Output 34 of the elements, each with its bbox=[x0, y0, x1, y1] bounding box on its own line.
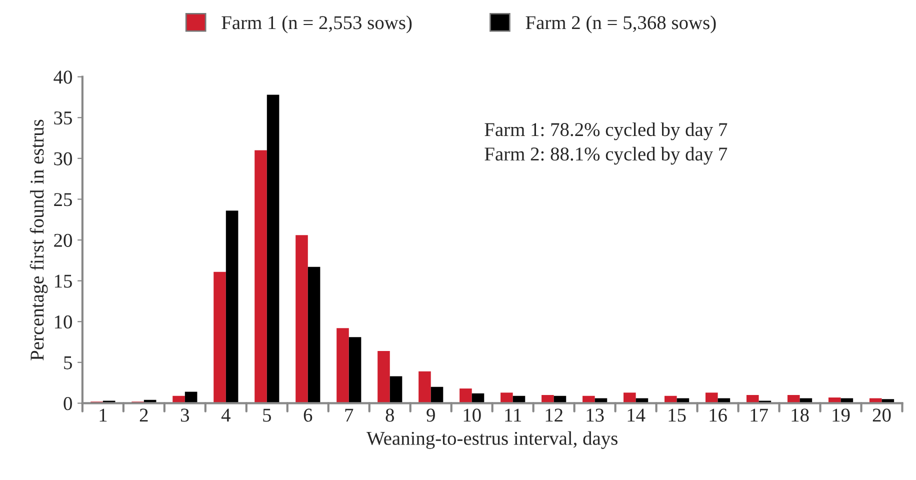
x-tick-label: 18 bbox=[792, 408, 809, 422]
x-tick-label: 13 bbox=[586, 408, 604, 422]
y-tick-label: 30 bbox=[54, 152, 72, 166]
x-tick-label: 17 bbox=[750, 408, 768, 422]
annotation: Farm 1: 78.2% cycled by day 7 Farm 2: 88.1% cycled by day 7 bbox=[484, 122, 728, 165]
y-tick-label: 10 bbox=[54, 315, 72, 329]
y-tick-label: 0 bbox=[64, 397, 72, 410]
x-tick-label: 5 bbox=[263, 408, 271, 422]
x-tick-label: 3 bbox=[180, 408, 190, 422]
x-tick-label: 2 bbox=[140, 408, 148, 422]
x-tick-label: 12 bbox=[546, 408, 562, 422]
legend-label: Farm 2 (n = 5,368 sows) bbox=[526, 16, 716, 34]
y-axis-title: Percentage first found in estrus bbox=[30, 120, 48, 360]
x-tick-label: 9 bbox=[426, 408, 435, 422]
y-tick-label: 20 bbox=[54, 234, 72, 247]
x-tick-label: 7 bbox=[345, 408, 354, 422]
x-tick-label: 16 bbox=[710, 408, 727, 422]
y-tick-label: 40 bbox=[54, 70, 72, 84]
x-tick-label: 14 bbox=[628, 408, 646, 422]
x-tick-label: 20 bbox=[872, 408, 891, 422]
x-tick-label: 11 bbox=[505, 408, 522, 422]
x-tick-label: 15 bbox=[668, 408, 686, 422]
x-tick-label: 8 bbox=[386, 408, 394, 422]
x-axis-title: Weaning-to-estrus interval, days bbox=[366, 431, 618, 449]
y-tick-label: 25 bbox=[54, 193, 72, 206]
x-tick-label: 1 bbox=[100, 408, 107, 422]
legend-label: Farm 1 (n = 2,553 sows) bbox=[222, 16, 412, 34]
y-tick-label: 5 bbox=[64, 356, 72, 370]
x-tick-label: 6 bbox=[304, 408, 312, 422]
y-tick-label: 35 bbox=[54, 111, 72, 125]
x-tick-label: 10 bbox=[464, 408, 481, 422]
x-tick-label: 4 bbox=[221, 408, 230, 422]
y-tick-label: 15 bbox=[54, 274, 72, 288]
x-tick-label: 19 bbox=[832, 408, 850, 422]
